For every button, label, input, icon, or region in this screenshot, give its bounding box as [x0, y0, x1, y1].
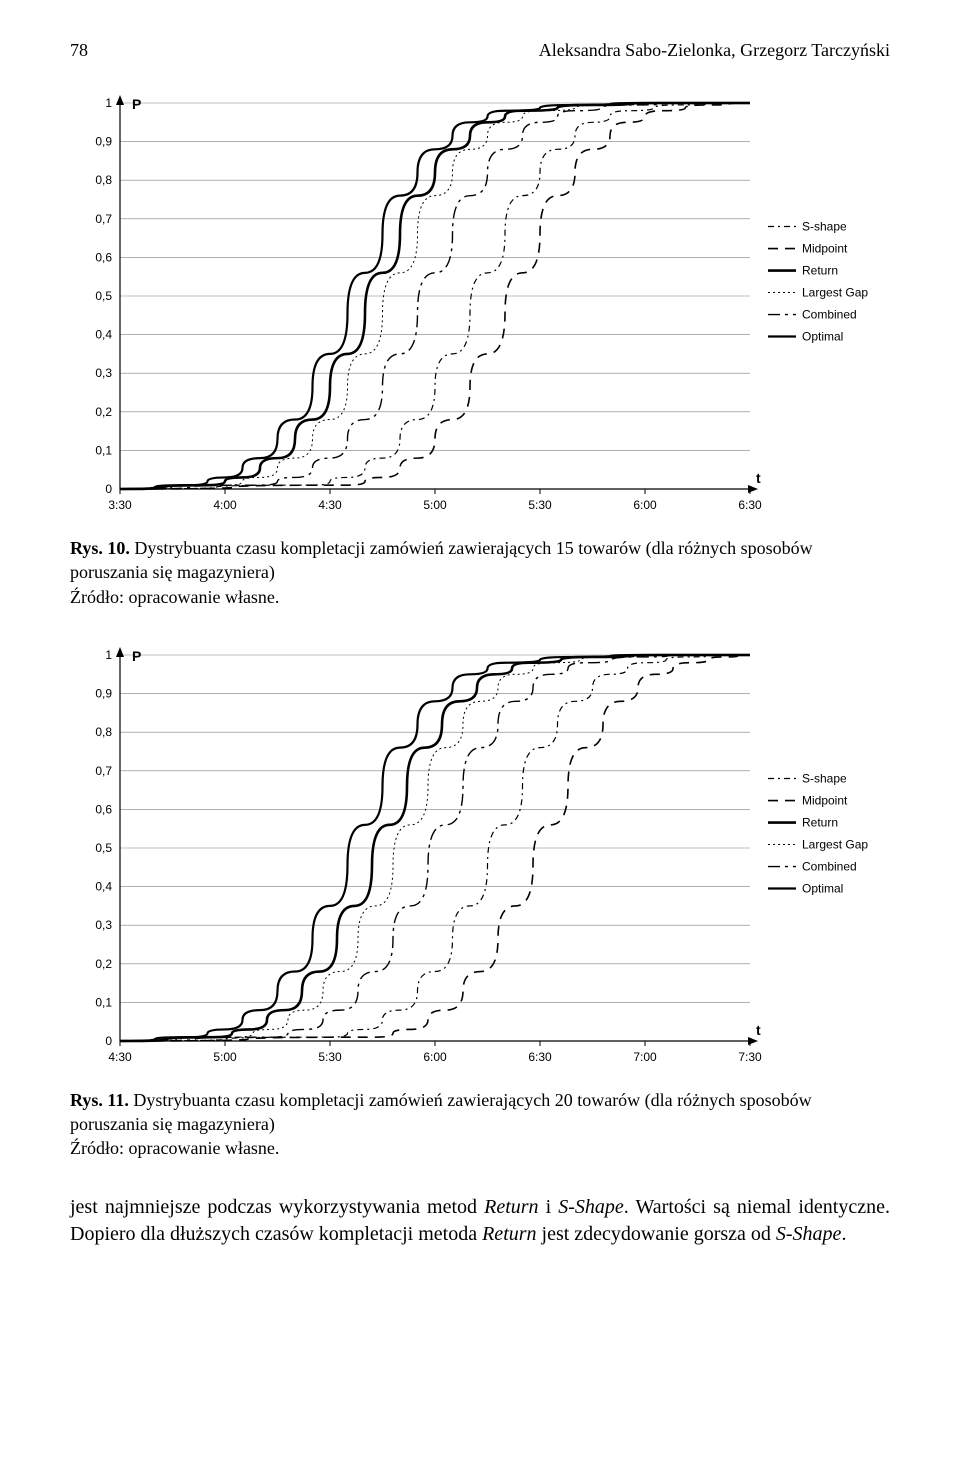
svg-text:5:00: 5:00: [423, 498, 447, 512]
chart-figure-10: 0 0,1 0,2 0,3 0,4 0,5 0,6 0,7 0,8 0,9 1 3:30 4:00 4:3…: [70, 91, 890, 521]
svg-text:5:30: 5:30: [528, 498, 552, 512]
body-italic: S-Shape: [558, 1196, 624, 1218]
chart-figure-11: 0 0,1 0,2 0,3 0,4 0,5 0,6 0,7 0,8 0,9 1 4:30 5:00 5:3…: [70, 643, 890, 1073]
svg-text:Midpoint: Midpoint: [802, 242, 848, 256]
svg-text:Optimal: Optimal: [802, 330, 843, 344]
page-number: 78: [70, 40, 88, 61]
svg-text:S-shape: S-shape: [802, 771, 847, 785]
svg-text:0,1: 0,1: [95, 995, 112, 1009]
svg-text:0: 0: [105, 482, 112, 496]
svg-text:4:00: 4:00: [213, 498, 237, 512]
body-text-segment: i: [539, 1196, 559, 1218]
svg-text:t: t: [756, 1022, 761, 1038]
svg-text:P: P: [132, 648, 141, 664]
svg-text:Largest Gap: Largest Gap: [802, 837, 868, 851]
svg-text:0,6: 0,6: [95, 250, 112, 264]
svg-text:0,4: 0,4: [95, 328, 112, 342]
svg-text:Return: Return: [802, 264, 838, 278]
svg-text:5:30: 5:30: [318, 1050, 342, 1064]
svg-text:6:30: 6:30: [528, 1050, 552, 1064]
svg-text:t: t: [756, 470, 761, 486]
figure-11-caption: Rys. 11. Dystrybuanta czasu kompletacji …: [70, 1088, 890, 1137]
body-text-segment: jest najmniejsze podczas wykorzystywania…: [70, 1196, 484, 1218]
svg-text:0,3: 0,3: [95, 918, 112, 932]
svg-text:0,5: 0,5: [95, 289, 112, 303]
body-paragraph: jest najmniejsze podczas wykorzystywania…: [70, 1194, 890, 1248]
svg-text:4:30: 4:30: [318, 498, 342, 512]
svg-text:0,8: 0,8: [95, 173, 112, 187]
svg-text:Return: Return: [802, 815, 838, 829]
svg-text:0: 0: [105, 1034, 112, 1048]
figure-10-caption-text: Dystrybuanta czasu kompletacji zamówień …: [70, 538, 813, 582]
svg-text:0,4: 0,4: [95, 879, 112, 893]
svg-text:6:30: 6:30: [738, 498, 762, 512]
svg-text:Combined: Combined: [802, 308, 857, 322]
chart-svg-10: 0 0,1 0,2 0,3 0,4 0,5 0,6 0,7 0,8 0,9 1 3:30 4:00 4:3…: [70, 91, 890, 521]
body-text-segment: .: [841, 1223, 846, 1245]
figure-10-label: Rys. 10.: [70, 538, 130, 558]
svg-text:P: P: [132, 96, 141, 112]
svg-text:Largest Gap: Largest Gap: [802, 286, 868, 300]
body-text-segment: jest zdecydowanie gorsza od: [537, 1223, 776, 1245]
figure-11-source: Źródło: opracowanie własne.: [70, 1138, 890, 1159]
svg-text:0,8: 0,8: [95, 725, 112, 739]
svg-text:7:30: 7:30: [738, 1050, 762, 1064]
svg-text:0,9: 0,9: [95, 686, 112, 700]
figure-10-caption: Rys. 10. Dystrybuanta czasu kompletacji …: [70, 536, 890, 585]
svg-text:Combined: Combined: [802, 859, 857, 873]
svg-text:6:00: 6:00: [423, 1050, 447, 1064]
body-italic: Return: [482, 1223, 536, 1245]
svg-text:7:00: 7:00: [633, 1050, 657, 1064]
figure-10-source: Źródło: opracowanie własne.: [70, 587, 890, 608]
chart-svg-11: 0 0,1 0,2 0,3 0,4 0,5 0,6 0,7 0,8 0,9 1 4:30 5:00 5:3…: [70, 643, 890, 1073]
body-italic: Return: [484, 1196, 538, 1218]
svg-text:4:30: 4:30: [108, 1050, 132, 1064]
figure-11-caption-text: Dystrybuanta czasu kompletacji zamówień …: [70, 1090, 812, 1134]
svg-text:0,2: 0,2: [95, 956, 112, 970]
svg-text:0,5: 0,5: [95, 841, 112, 855]
body-italic: S-Shape: [776, 1223, 842, 1245]
svg-text:5:00: 5:00: [213, 1050, 237, 1064]
svg-text:0,2: 0,2: [95, 405, 112, 419]
page-authors: Aleksandra Sabo-Zielonka, Grzegorz Tarcz…: [539, 40, 890, 61]
svg-text:0,7: 0,7: [95, 212, 112, 226]
svg-text:3:30: 3:30: [108, 498, 132, 512]
svg-text:0,7: 0,7: [95, 763, 112, 777]
svg-text:0,3: 0,3: [95, 366, 112, 380]
svg-text:1: 1: [105, 96, 112, 110]
svg-text:1: 1: [105, 648, 112, 662]
svg-text:0,9: 0,9: [95, 135, 112, 149]
svg-text:0,6: 0,6: [95, 802, 112, 816]
svg-text:6:00: 6:00: [633, 498, 657, 512]
svg-text:Midpoint: Midpoint: [802, 793, 848, 807]
figure-11-label: Rys. 11.: [70, 1090, 129, 1110]
svg-text:S-shape: S-shape: [802, 220, 847, 234]
svg-text:0,1: 0,1: [95, 443, 112, 457]
svg-text:Optimal: Optimal: [802, 881, 843, 895]
